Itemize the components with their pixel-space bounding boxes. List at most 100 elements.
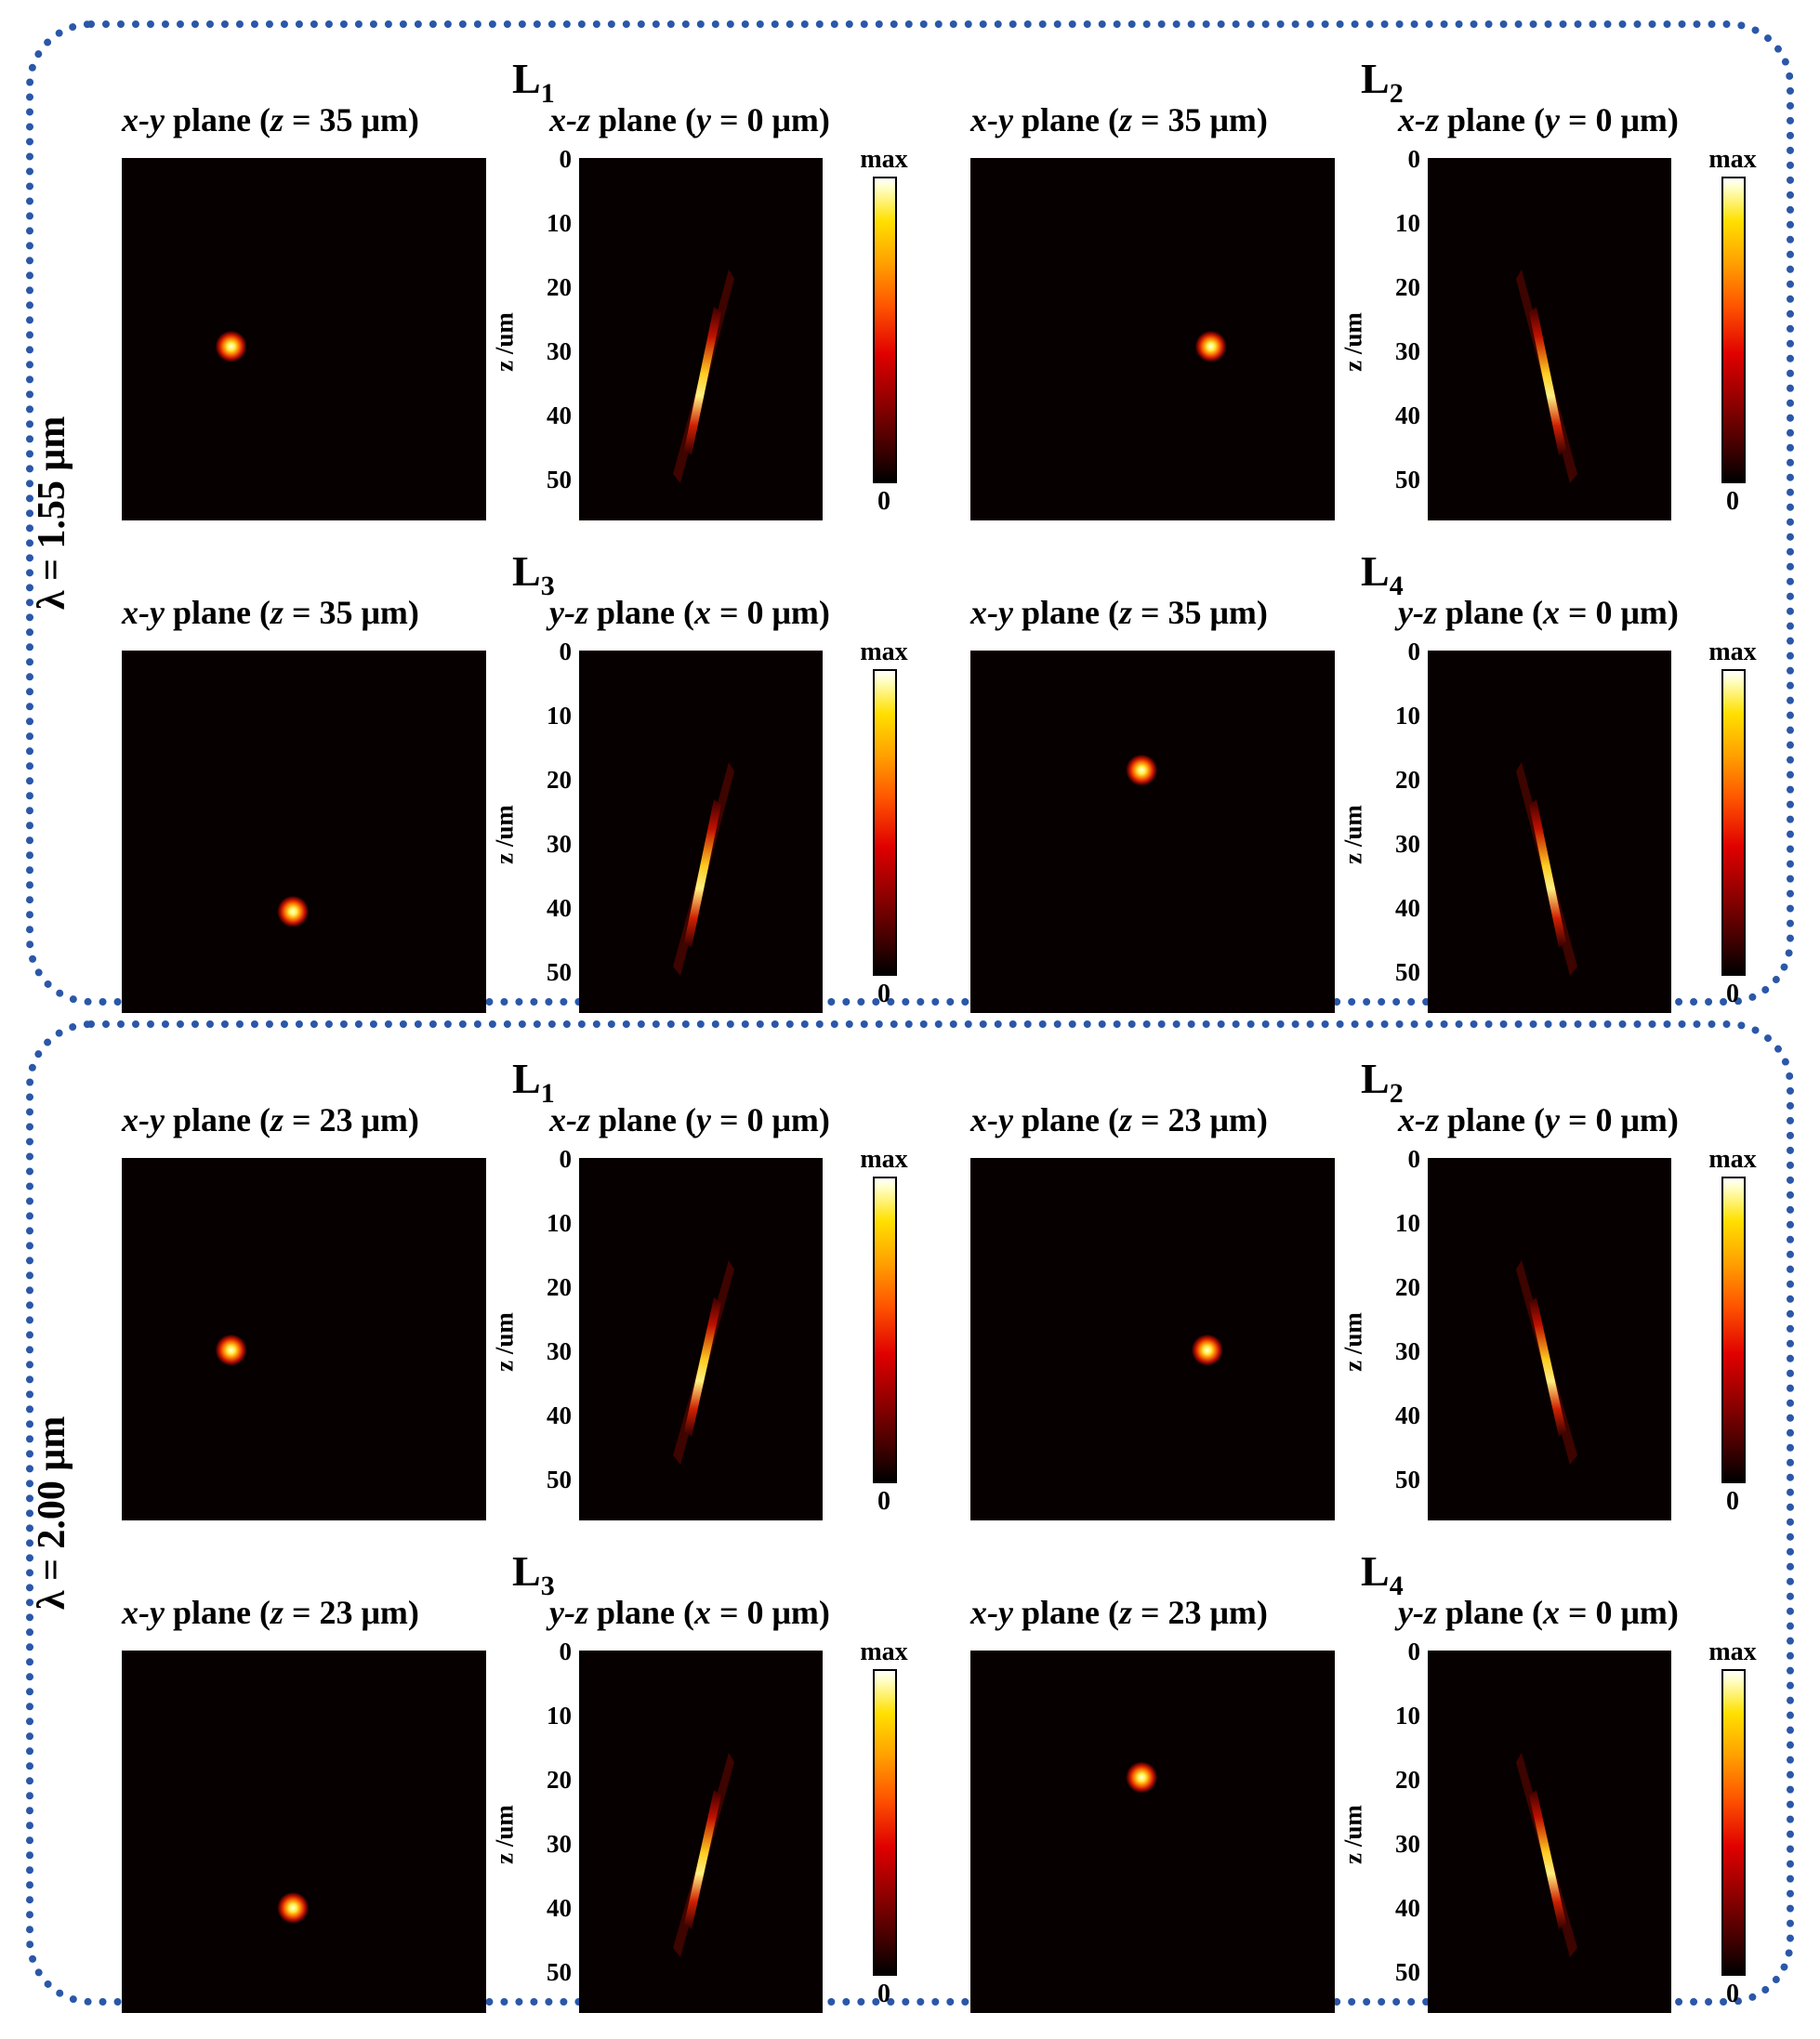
xy-intensity-map [1126, 1761, 1158, 1794]
colorbar-max-label: max [860, 1638, 908, 1666]
colorbar-min-label: 0 [877, 1487, 890, 1516]
lens-letter: L [1361, 1055, 1390, 1102]
xy-title-part: = 35 μm) [284, 101, 419, 138]
quadrant-4: L4 x-y plane (z = 35 μm) y-z plane (x = 0 … [970, 547, 1816, 1039]
xy-plane-image [970, 1651, 1335, 2013]
focal-beam [684, 1790, 721, 1929]
side-plane-title: y-z plane (x = 0 μm) [1398, 1593, 1679, 1632]
quadrant-1: L1 x-y plane (z = 23 μm) x-z plane (y = 0 … [122, 1055, 968, 1546]
lens-label: L2 [1361, 1054, 1404, 1110]
lens-letter: L [512, 1547, 541, 1595]
colorbar [873, 1669, 897, 1976]
side-title-part: = 0 μm) [711, 594, 830, 631]
xy-intensity-map [1194, 330, 1227, 362]
lens-index: 4 [1389, 571, 1404, 602]
lens-index: 1 [540, 1078, 555, 1110]
side-title-part: plane ( [1439, 1101, 1546, 1138]
xy-plane-title: x-y plane (z = 35 μm) [122, 100, 419, 139]
side-title-part: plane ( [1439, 101, 1546, 138]
side-intensity-map [1516, 1753, 1577, 1957]
wavelength-text: λ = 2.00 μm [31, 1415, 73, 1611]
colorbar-min-label: 0 [877, 1980, 890, 2008]
y-tick-label: 10 [547, 1209, 572, 1237]
colorbar-max-label: max [1708, 1638, 1757, 1666]
xy-title-part: x-y [970, 1594, 1013, 1631]
panel-group-1: λ = 2.00 μm L1 x-y plane (z = 23 μm) x-z pl… [26, 1020, 1794, 2013]
lens-letter: L [512, 547, 541, 595]
xy-plane-title: x-y plane (z = 23 μm) [122, 1593, 419, 1632]
colorbar-max-label: max [1708, 1145, 1757, 1174]
xy-title-part: x-y [122, 594, 165, 631]
side-title-part: x [1543, 1594, 1560, 1631]
side-title-part: y-z [1398, 594, 1437, 631]
side-title-part: y [1545, 101, 1560, 138]
xy-title-part: plane ( [164, 1101, 270, 1138]
y-axis-label: z /um [490, 805, 519, 864]
y-tick-label: 30 [547, 337, 572, 365]
xy-intensity-map [1126, 754, 1158, 786]
quadrant-4: L4 x-y plane (z = 23 μm) y-z plane (x = 0 … [970, 1547, 1816, 2039]
xy-title-part: = 23 μm) [1132, 1594, 1268, 1631]
xy-intensity-map [215, 330, 247, 362]
lens-label: L4 [1361, 546, 1404, 602]
xy-title-part: z [270, 1101, 284, 1138]
y-tick-label: 0 [1407, 1638, 1421, 1665]
lens-index: 4 [1389, 1571, 1404, 1602]
y-tick-label: 50 [547, 466, 572, 493]
lens-letter: L [1361, 547, 1390, 595]
xy-intensity-map [215, 1334, 247, 1366]
colorbar-min-label: 0 [1726, 1487, 1739, 1516]
lens-letter: L [512, 55, 541, 102]
side-title-part: = 0 μm) [711, 1101, 830, 1138]
y-tick-label: 50 [1395, 1466, 1420, 1493]
wavelength-text: λ = 1.55 μm [31, 415, 73, 611]
lens-index: 2 [1389, 1078, 1404, 1110]
colorbar-min-label: 0 [877, 487, 890, 516]
xy-title-part: plane ( [164, 101, 270, 138]
colorbar-max-label: max [860, 638, 908, 666]
y-tick-label: 0 [1407, 638, 1421, 665]
xy-plane-image [122, 1158, 486, 1520]
side-title-part: x-z [1398, 1101, 1439, 1138]
y-tick-label: 20 [1395, 1273, 1420, 1301]
y-tick-label: 10 [1395, 1209, 1420, 1237]
xy-plane-image [122, 1651, 486, 2013]
colorbar-min-label: 0 [1726, 1980, 1739, 2008]
y-tick-label: 10 [1395, 1702, 1420, 1730]
colorbar-max-label: max [860, 145, 908, 174]
y-tick-label: 40 [1395, 1401, 1420, 1429]
xy-plane-title: x-y plane (z = 35 μm) [970, 100, 1268, 139]
y-tick-label: 0 [1407, 1145, 1421, 1173]
y-axis-label: z /um [1339, 1312, 1367, 1372]
xy-title-part: z [1118, 1594, 1132, 1631]
y-tick-label: 30 [1395, 1337, 1420, 1365]
y-axis-label: z /um [1339, 312, 1367, 372]
lens-index: 3 [540, 571, 555, 602]
panel-group-0: λ = 1.55 μm L1 x-y plane (z = 35 μm) x-z pl… [26, 20, 1794, 1013]
side-title-part: x [694, 1594, 711, 1631]
y-tick-label: 20 [1395, 766, 1420, 794]
lens-label: L1 [512, 54, 555, 110]
y-tick-label: 30 [547, 1337, 572, 1365]
quadrant-2: L2 x-y plane (z = 23 μm) x-z plane (y = 0 … [970, 1055, 1816, 1546]
side-plane-image [1428, 651, 1671, 1013]
side-title-part: y [1545, 1101, 1560, 1138]
quadrant-3: L3 x-y plane (z = 23 μm) y-z plane (x = 0 … [122, 1547, 968, 2039]
side-title-part: x-z [1398, 101, 1439, 138]
side-intensity-map [1516, 762, 1577, 976]
y-tick-label: 20 [547, 273, 572, 301]
side-title-part: plane ( [1436, 1594, 1543, 1631]
xy-title-part: plane ( [164, 1594, 270, 1631]
xy-title-part: plane ( [1012, 1101, 1119, 1138]
lens-index: 3 [540, 1571, 555, 1602]
y-tick-label: 30 [547, 1830, 572, 1858]
side-title-part: = 0 μm) [1560, 101, 1679, 138]
xy-title-part: plane ( [1012, 1594, 1119, 1631]
side-plane-title: x-z plane (y = 0 μm) [1398, 100, 1679, 139]
xy-plane-title: x-y plane (z = 35 μm) [122, 593, 419, 632]
side-title-part: plane ( [590, 101, 697, 138]
y-tick-label: 0 [559, 1145, 573, 1173]
y-tick-label: 40 [1395, 401, 1420, 429]
side-title-part: y-z [549, 1594, 588, 1631]
y-tick-label: 40 [547, 1401, 572, 1429]
